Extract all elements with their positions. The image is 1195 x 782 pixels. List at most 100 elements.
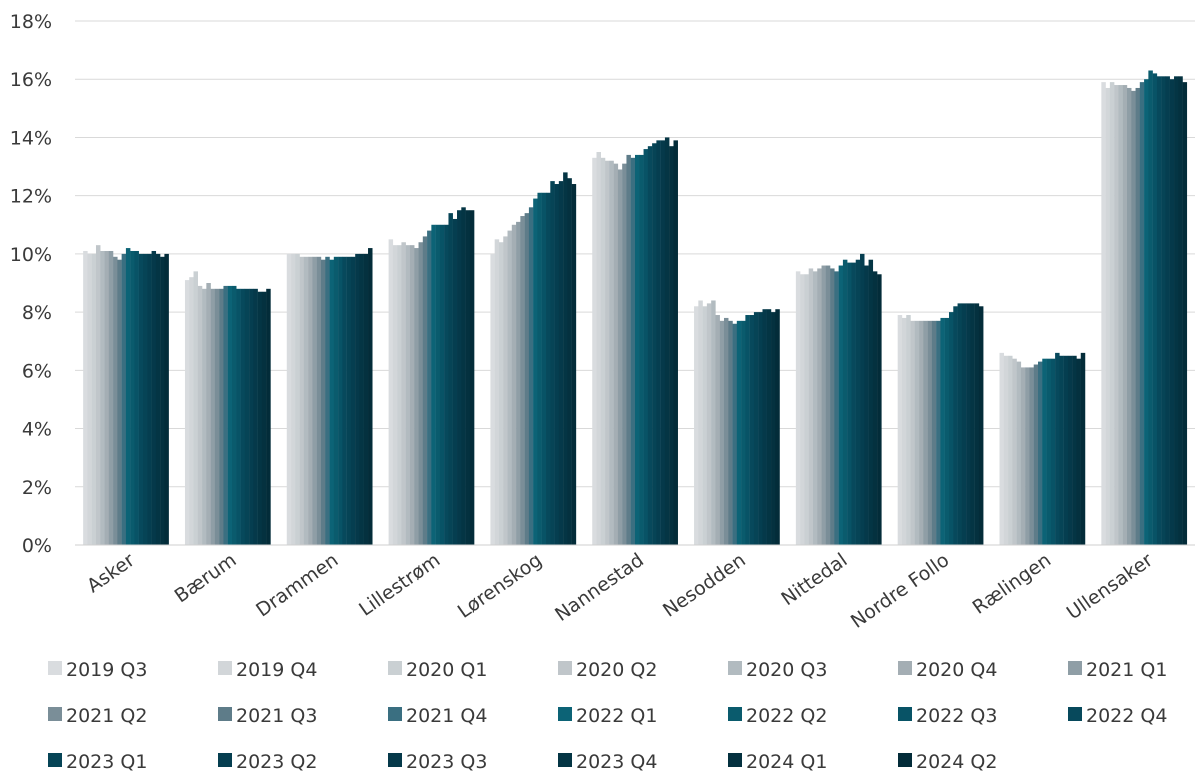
- bar: [333, 256, 339, 545]
- bar: [401, 242, 406, 546]
- bar: [753, 312, 759, 545]
- bar: [877, 274, 882, 545]
- bar: [745, 315, 750, 545]
- legend-swatch: [728, 707, 742, 721]
- legend-label: 2021 Q4: [406, 705, 487, 727]
- bar: [388, 239, 394, 545]
- bar: [766, 309, 772, 545]
- bar: [940, 317, 945, 545]
- bar: [117, 259, 122, 545]
- bar: [1126, 87, 1132, 546]
- bar: [197, 285, 203, 545]
- bar: [160, 256, 165, 545]
- bar: [338, 256, 343, 545]
- x-axis-category-labels: Asker Bærum Drammen Lillestrøm Lørenskog Nann…: [83, 549, 1157, 633]
- y-tick-label: 8%: [22, 302, 52, 324]
- bar: [1063, 355, 1069, 545]
- legend-swatch: [1068, 661, 1082, 675]
- bar: [202, 288, 207, 545]
- bar: [1012, 358, 1017, 545]
- bar: [698, 300, 703, 545]
- bar: [457, 210, 462, 545]
- legend-label: 2019 Q4: [236, 659, 317, 681]
- bar: [647, 146, 653, 545]
- bar: [732, 323, 738, 545]
- bar: [253, 288, 258, 545]
- legend-label: 2021 Q2: [66, 705, 147, 727]
- bar: [1152, 73, 1158, 546]
- bar: [1165, 76, 1170, 545]
- bar: [342, 256, 347, 545]
- bar: [1033, 364, 1039, 545]
- bar: [1050, 358, 1056, 545]
- bar: [949, 312, 954, 545]
- y-tick-label: 10%: [10, 244, 52, 266]
- bar: [138, 253, 144, 545]
- legend-label: 2023 Q3: [406, 751, 487, 773]
- bar: [184, 280, 190, 545]
- bar: [210, 288, 216, 545]
- bar: [944, 317, 950, 545]
- bar: [812, 271, 818, 545]
- bar: [838, 265, 844, 545]
- bar: [931, 320, 937, 545]
- bar: [1135, 87, 1141, 546]
- bar: [524, 213, 530, 545]
- bar: [427, 230, 432, 545]
- bar: [847, 262, 852, 545]
- x-tick-label: Drammen: [252, 549, 342, 621]
- legend: 2019 Q3 2019 Q4 2020 Q1 2020 Q2 2020 Q3 2020 …: [48, 659, 1167, 773]
- bar: [626, 154, 631, 545]
- legend-swatch: [388, 661, 402, 675]
- bar: [1076, 358, 1081, 545]
- bar: [711, 300, 716, 545]
- bar: [613, 163, 619, 545]
- bar: [511, 224, 517, 545]
- bar: [1161, 76, 1166, 545]
- bar: [1178, 76, 1183, 545]
- bar: [303, 256, 309, 545]
- bar: [155, 253, 161, 545]
- bar: [762, 309, 767, 545]
- bar: [817, 268, 822, 545]
- bar: [966, 303, 971, 545]
- legend-label: 2019 Q3: [66, 659, 147, 681]
- x-tick-label: Nittedal: [777, 549, 851, 610]
- legend-swatch: [728, 661, 742, 675]
- x-tick-label: Nesodden: [659, 549, 750, 622]
- bar: [409, 245, 415, 545]
- bar: [494, 239, 500, 545]
- legend-label: 2022 Q4: [1086, 705, 1167, 727]
- bar: [232, 285, 237, 545]
- bar: [749, 315, 755, 545]
- bar: [596, 152, 601, 545]
- bar: [851, 262, 856, 545]
- bar: [95, 245, 101, 545]
- bar: [723, 317, 729, 545]
- bar: [320, 259, 326, 545]
- bar: [316, 256, 322, 545]
- bar: [864, 265, 869, 545]
- legend-swatch: [218, 707, 232, 721]
- bar: [249, 288, 254, 545]
- legend-label: 2022 Q3: [916, 705, 997, 727]
- bar: [465, 210, 471, 545]
- legend-swatch: [48, 707, 62, 721]
- legend-label: 2022 Q2: [746, 705, 827, 727]
- bar: [143, 253, 148, 545]
- bar: [652, 143, 657, 545]
- bar: [1059, 355, 1064, 545]
- bar: [978, 306, 984, 545]
- bar: [452, 218, 458, 545]
- bar: [702, 306, 708, 545]
- bar: [554, 184, 560, 545]
- bar: [507, 230, 512, 545]
- bar: [1067, 355, 1073, 545]
- bar: [87, 253, 92, 545]
- bar: [660, 140, 666, 546]
- bar: [431, 224, 436, 545]
- legend-label: 2023 Q2: [236, 751, 317, 773]
- bar: [669, 146, 674, 545]
- bar: [291, 253, 296, 545]
